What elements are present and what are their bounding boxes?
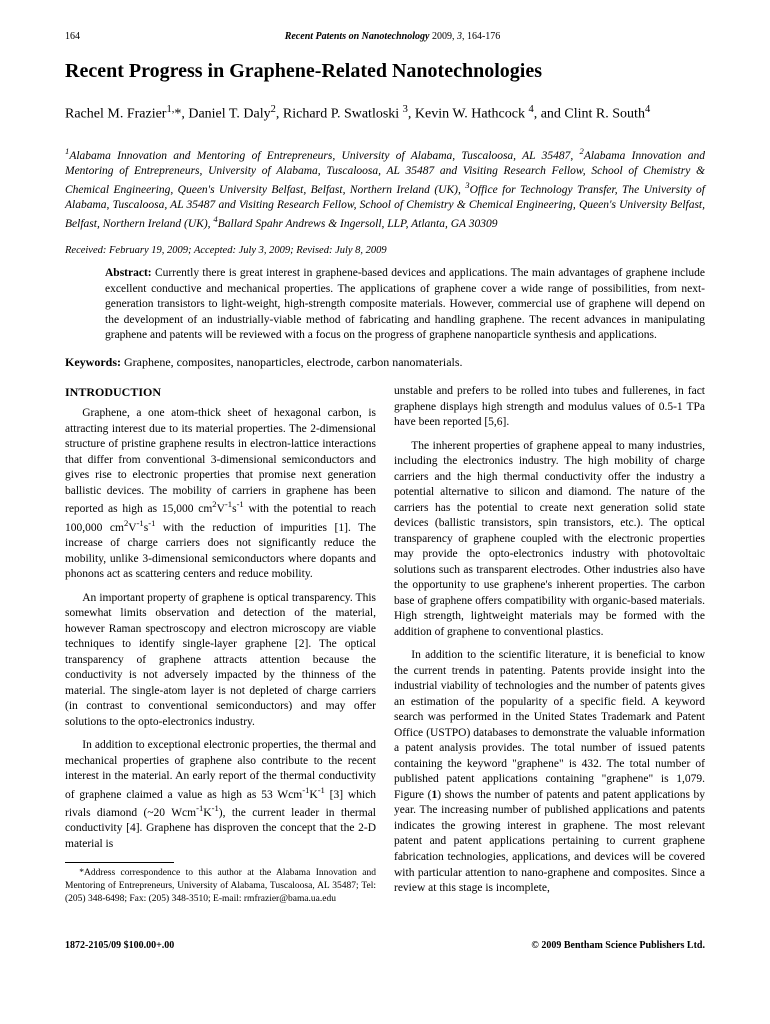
body-columns: INTRODUCTION Graphene, a one atom-thick …	[65, 384, 705, 909]
paragraph: The inherent properties of graphene appe…	[394, 439, 705, 641]
running-header: 164 Recent Patents on Nanotechnology 200…	[65, 30, 705, 44]
keywords-text: Graphene, composites, nanoparticles, ele…	[121, 355, 463, 369]
authors: Rachel M. Frazier1,*, Daniel T. Daly2, R…	[65, 103, 705, 125]
affiliations: 1Alabama Innovation and Mentoring of Ent…	[65, 146, 705, 232]
abstract-text: Currently there is great interest in gra…	[105, 267, 705, 341]
copyright: © 2009 Bentham Science Publishers Ltd.	[531, 939, 705, 953]
keywords: Keywords: Graphene, composites, nanopart…	[65, 354, 705, 370]
paragraph: unstable and prefers to be rolled into t…	[394, 384, 705, 431]
page-footer: 1872-2105/09 $100.00+.00 © 2009 Bentham …	[65, 939, 705, 953]
correspondence-footnote: *Address correspondence to this author a…	[65, 867, 376, 905]
section-heading: INTRODUCTION	[65, 384, 376, 400]
paragraph: Graphene, a one atom-thick sheet of hexa…	[65, 406, 376, 582]
paragraph: An important property of graphene is opt…	[65, 591, 376, 731]
footnote-separator	[65, 862, 174, 863]
article-title: Recent Progress in Graphene-Related Nano…	[65, 58, 705, 85]
journal-ref: Recent Patents on Nanotechnology 2009, 3…	[80, 30, 705, 44]
abstract-label: Abstract:	[105, 267, 152, 279]
issn-price: 1872-2105/09 $100.00+.00	[65, 939, 174, 953]
dates-received: Received: February 19, 2009; Accepted: J…	[65, 244, 705, 258]
keywords-label: Keywords:	[65, 355, 121, 369]
paragraph: In addition to the scientific literature…	[394, 648, 705, 896]
paragraph: In addition to exceptional electronic pr…	[65, 738, 376, 852]
page-number: 164	[65, 30, 80, 44]
abstract: Abstract: Currently there is great inter…	[105, 266, 705, 344]
